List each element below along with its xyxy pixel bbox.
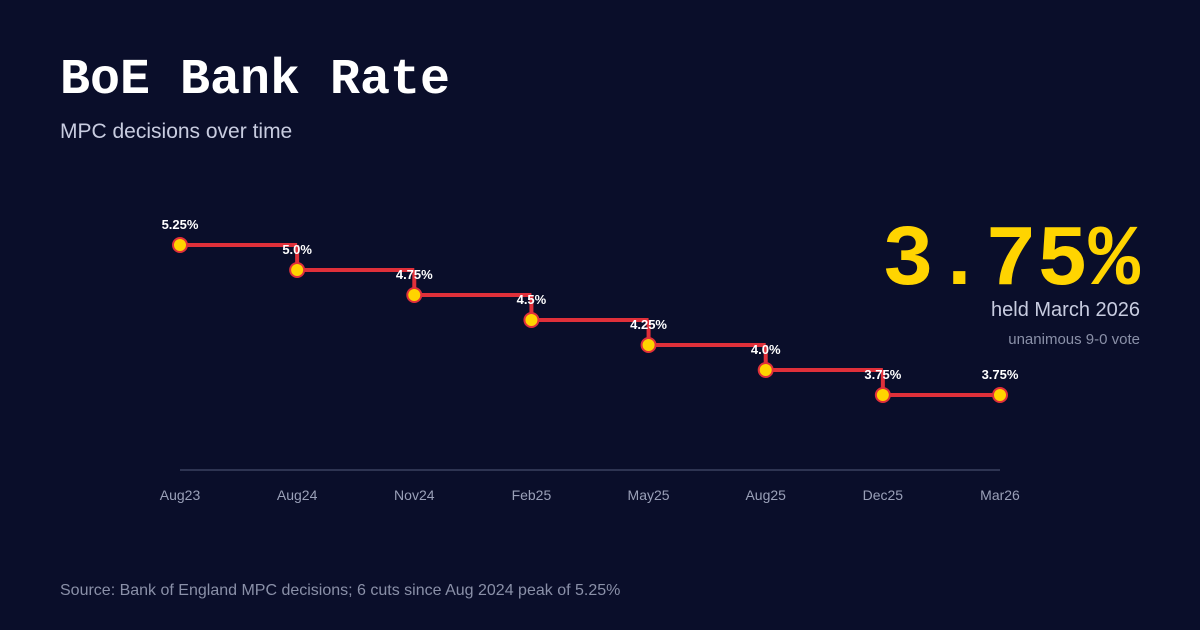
x-tick-label: Dec25	[863, 487, 904, 503]
x-tick-label: Nov24	[394, 487, 435, 503]
x-tick-label: Mar26	[980, 487, 1020, 503]
data-label: 4.5%	[517, 292, 547, 307]
data-point	[640, 337, 657, 353]
data-point	[992, 387, 1008, 403]
data-label: 4.25%	[630, 317, 667, 332]
data-point	[874, 387, 891, 403]
x-tick-label: May25	[628, 487, 670, 503]
data-label: 5.0%	[282, 242, 312, 257]
x-tick-label: Aug25	[745, 487, 786, 503]
data-label: 5.25%	[162, 217, 199, 232]
data-label: 3.75%	[864, 367, 901, 382]
chart-title: BoE Bank Rate	[60, 52, 450, 109]
data-point	[523, 312, 540, 328]
x-tick-label: Aug24	[277, 487, 318, 503]
headline: 3.75%	[882, 212, 1140, 310]
headline-note: held March 2026	[991, 299, 1140, 321]
data-label: 3.75%	[982, 367, 1019, 382]
data-point	[757, 362, 774, 378]
data-point	[406, 287, 423, 303]
source-note: Source: Bank of England MPC decisions; 6…	[60, 582, 620, 599]
headline-subnote: unanimous 9-0 vote	[1008, 331, 1140, 348]
data-label: 4.0%	[751, 342, 781, 357]
data-label: 4.75%	[396, 267, 433, 282]
x-tick-label: Feb25	[512, 487, 552, 503]
data-point	[172, 237, 188, 253]
data-point	[289, 262, 306, 278]
x-tick-label: Aug23	[160, 487, 201, 503]
chart-subtitle: MPC decisions over time	[60, 120, 292, 143]
